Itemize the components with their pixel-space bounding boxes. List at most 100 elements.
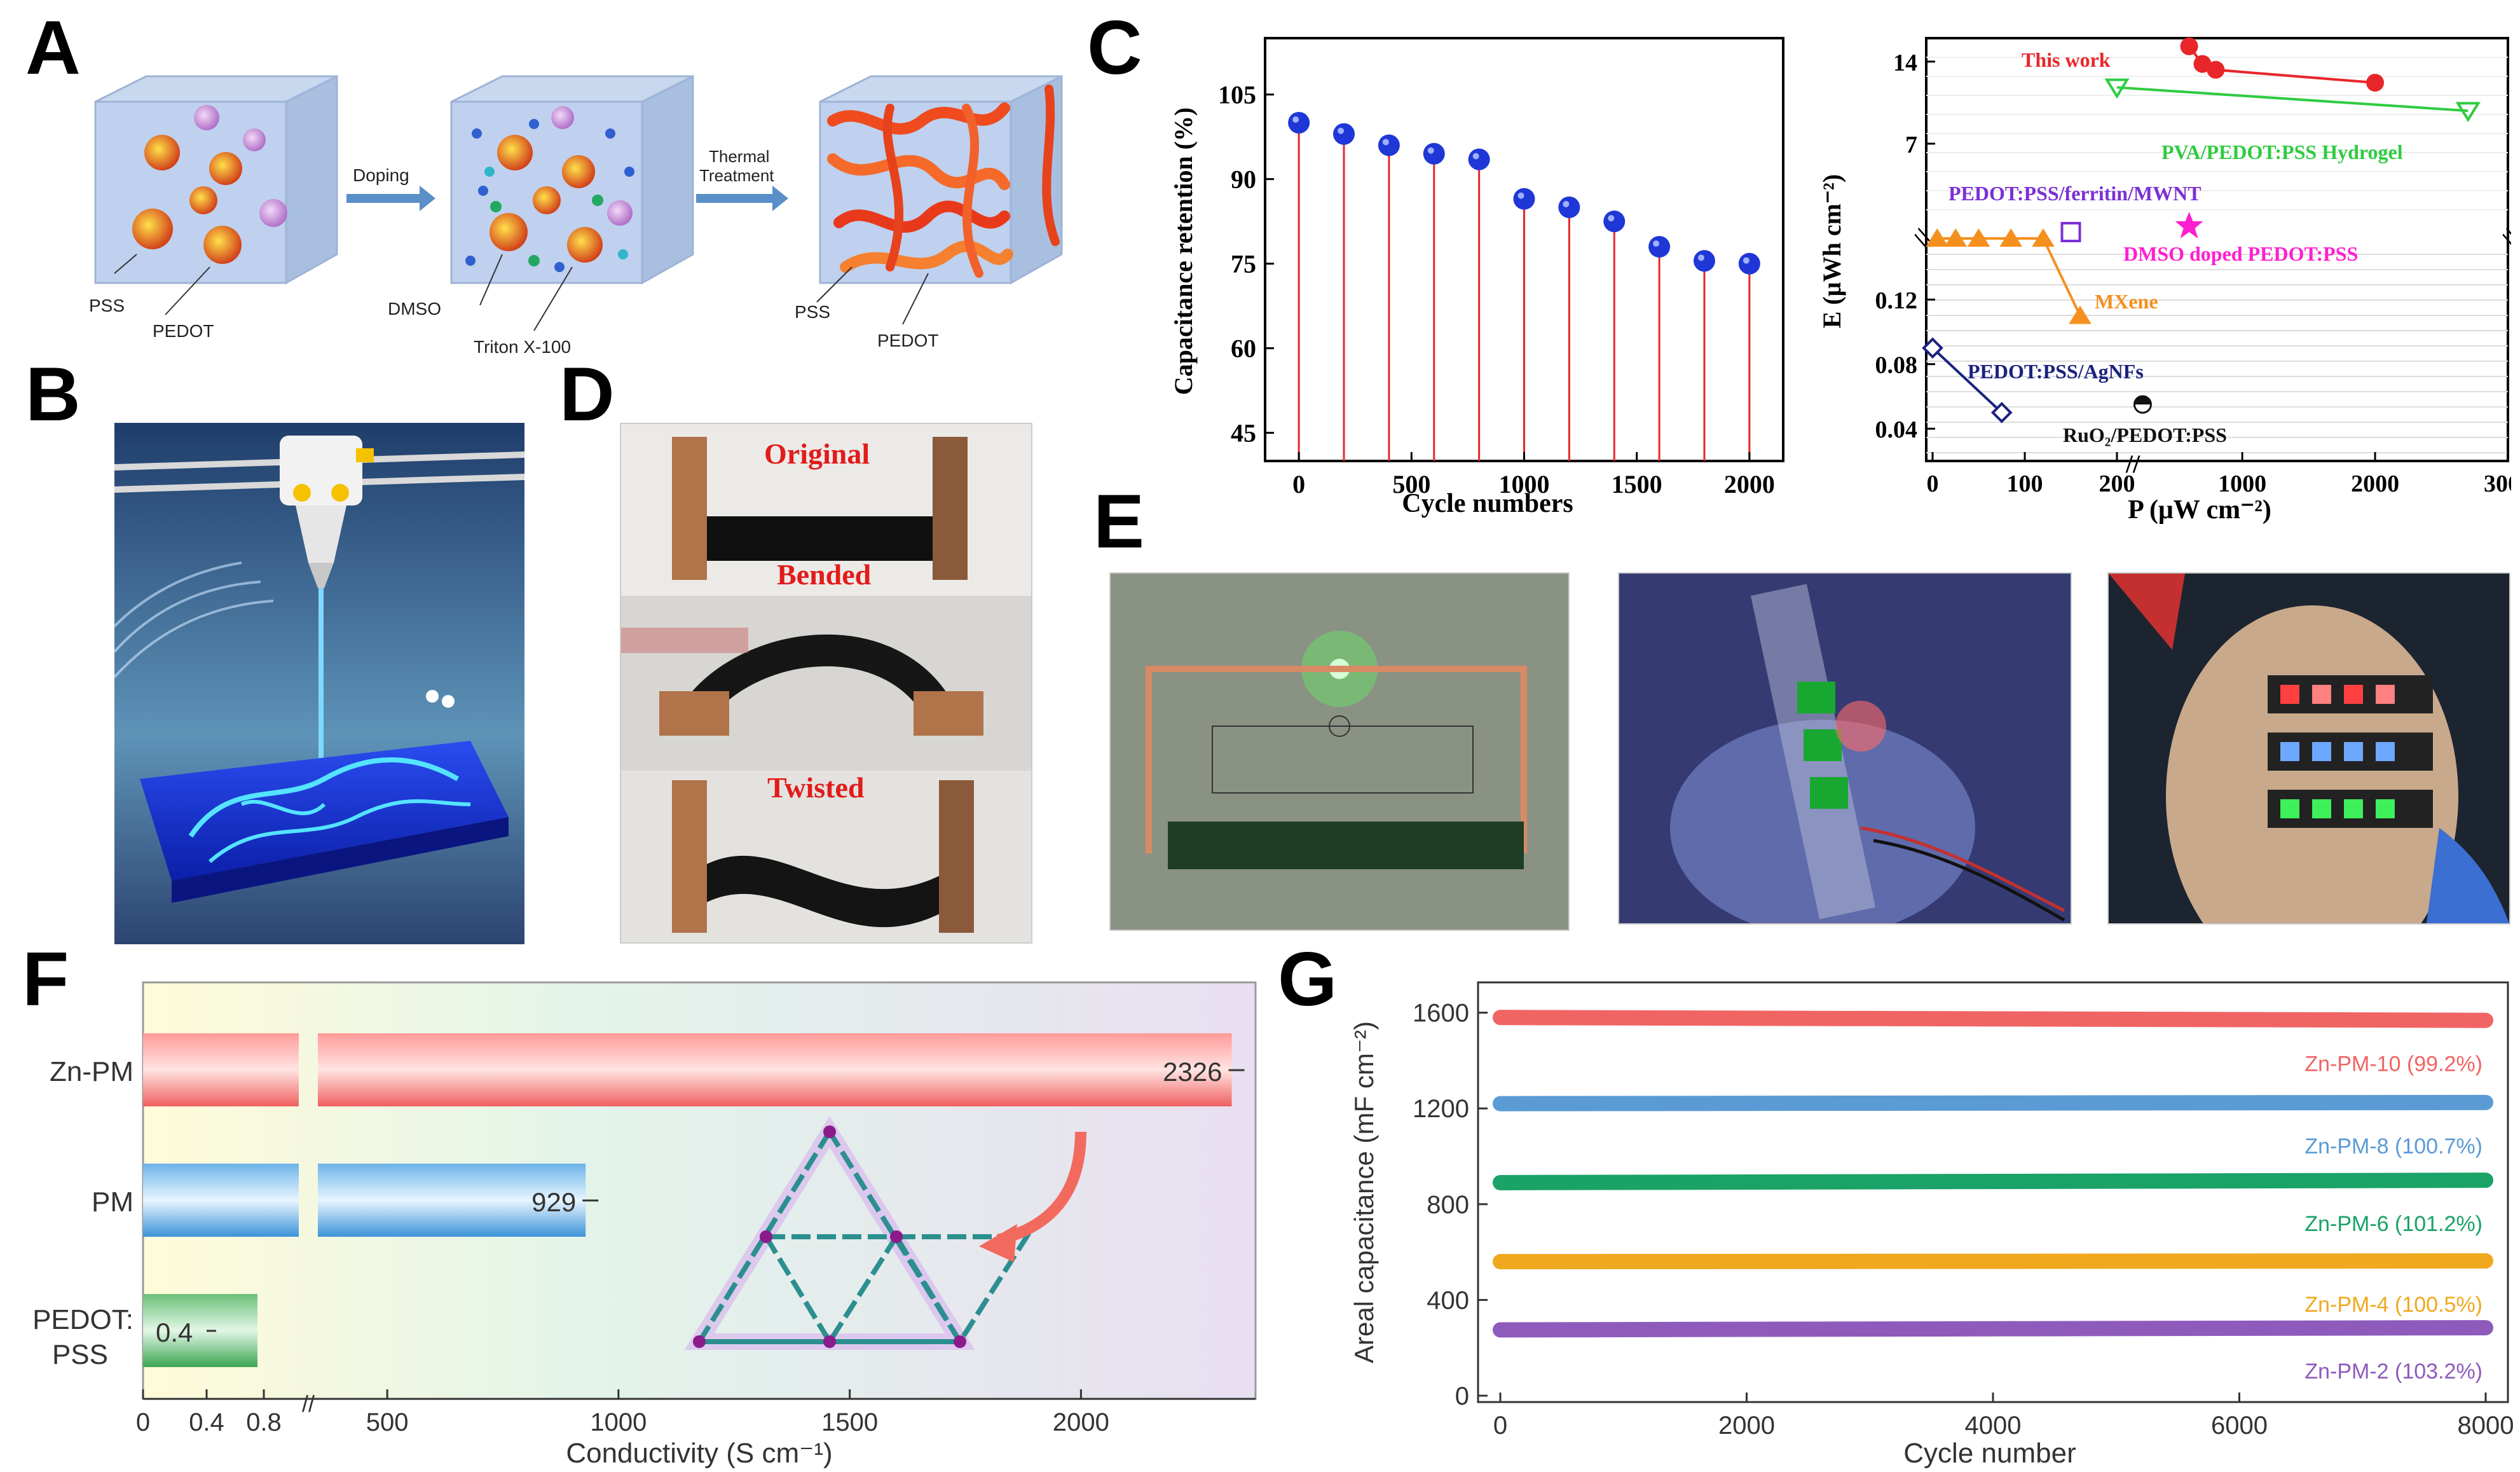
f-network-illustration bbox=[684, 1116, 1086, 1350]
c-left-xtick-label: 1500 bbox=[1612, 470, 1662, 499]
svg-text:Thermal: Thermal bbox=[709, 147, 769, 166]
c-right-ylabel: E (μWh cm⁻²) bbox=[1818, 174, 1846, 328]
g-series-band bbox=[1493, 1094, 2493, 1111]
c-right-legend-label: PEDOT:PSS/AgNFs bbox=[1968, 360, 2144, 383]
g-series-endpoint bbox=[2479, 1173, 2493, 1187]
c-right-xtick-label: 0 bbox=[1927, 471, 1939, 497]
c-left-point bbox=[1378, 134, 1400, 156]
c-left-point bbox=[1693, 250, 1715, 272]
c-left-point-highlight bbox=[1517, 192, 1524, 199]
c-right-point bbox=[2366, 74, 2385, 92]
c-left-point bbox=[1558, 196, 1580, 218]
c-left-marks bbox=[1288, 112, 1760, 461]
c-left-xtick-label: 0 bbox=[1292, 470, 1305, 499]
c-left-point-highlight bbox=[1338, 127, 1345, 134]
c-left-xtick-label: 1000 bbox=[1499, 470, 1550, 499]
thermal-arrow: Thermal Treatment bbox=[696, 147, 788, 211]
panel-letter-d: D bbox=[559, 352, 615, 437]
c-right-xlabel: P (μW cm⁻²) bbox=[2128, 495, 2271, 525]
f-category-label: PSS bbox=[52, 1339, 108, 1370]
c-left-point-highlight bbox=[1743, 257, 1750, 264]
label-pedot-1: PEDOT bbox=[153, 321, 214, 341]
c-left-xtick-label: 2000 bbox=[1724, 470, 1775, 499]
f-xtick-label: 0.8 bbox=[246, 1408, 282, 1436]
g-series-endpoint bbox=[2479, 1096, 2493, 1110]
c-right-legend-label: MXene bbox=[2095, 290, 2158, 313]
c-right-marks: 0100200100020003000//////7140.040.080.12… bbox=[1875, 37, 2511, 497]
c-left-ticks: 0 500 1000 1500 2000 45 60 75 90 105 bbox=[1218, 81, 1775, 499]
c-right-point bbox=[1926, 228, 1949, 247]
label-twisted: Twisted bbox=[767, 771, 865, 804]
c-right-xbreak: // bbox=[2125, 450, 2140, 478]
c-left-ytick-label: 105 bbox=[1218, 81, 1256, 109]
cube-treated bbox=[819, 74, 1063, 285]
panel-e-photo-hand bbox=[1618, 572, 2072, 925]
panel-a-schematic: PSS PEDOT Doping DMSO Triton X-100 Therm… bbox=[89, 74, 1063, 357]
c-right-series-line bbox=[1937, 237, 2081, 317]
panel-e-photo-wrist bbox=[2107, 572, 2510, 925]
panel-g-chart: 0 2000 4000 6000 8000 0 400 800 1200 1600 Zn-PM-10… bbox=[1349, 981, 2514, 1469]
g-series-band bbox=[1493, 1320, 2493, 1338]
c-right-legend-label: DMSO doped PEDOT:PSS bbox=[2123, 242, 2358, 265]
c-left-xlabel: Cycle numbers bbox=[1402, 489, 1573, 518]
c-right-point bbox=[2104, 78, 2130, 99]
c-right-ytick-label: 0.12 bbox=[1875, 287, 1918, 314]
c-left-ytick-label: 60 bbox=[1231, 334, 1256, 363]
c-left-point-highlight bbox=[1697, 254, 1704, 261]
f-value-label: 2326 bbox=[1163, 1057, 1222, 1087]
f-xtick-label: 1500 bbox=[821, 1408, 878, 1436]
g-xlabel: Cycle number bbox=[1903, 1438, 2076, 1469]
g-series-endpoint bbox=[2479, 1321, 2493, 1335]
g-xtick-label: 2000 bbox=[1718, 1412, 1775, 1440]
g-ytick-label: 1600 bbox=[1413, 1000, 1469, 1028]
c-right-point bbox=[2207, 60, 2225, 79]
f-bar-pm-left bbox=[143, 1164, 299, 1237]
f-bar-pedot-pss bbox=[143, 1294, 257, 1367]
label-dmso: DMSO bbox=[388, 299, 441, 319]
c-left-point bbox=[1288, 112, 1310, 134]
c-right-legend-label: PEDOT:PSS/ferritin/MWNT bbox=[1948, 182, 2202, 205]
c-right-point bbox=[1967, 228, 1990, 247]
c-right-point bbox=[1922, 337, 1943, 359]
c-left-point-highlight bbox=[1382, 139, 1389, 146]
f-xtick-label: 2000 bbox=[1053, 1408, 1109, 1436]
cube-pristine bbox=[94, 74, 338, 285]
panel-letter-f: F bbox=[22, 937, 69, 1022]
panel-d-photos: Original Bended Twisted bbox=[620, 423, 1032, 944]
panel-e-photo-circuit bbox=[1109, 572, 1570, 931]
c-right-point bbox=[2180, 37, 2198, 55]
svg-text:Treatment: Treatment bbox=[699, 166, 774, 185]
c-left-point-highlight bbox=[1653, 240, 1660, 247]
g-xtick-label: 8000 bbox=[2458, 1412, 2514, 1440]
c-right-point bbox=[1944, 228, 1968, 247]
c-right-point-half bbox=[2134, 396, 2151, 405]
panel-f-chart: 2326 929 0.4 Zn-PM PM PEDOT: PSS 0 0.4 0.8 500 1000… bbox=[32, 981, 1257, 1469]
c-right-point bbox=[2069, 305, 2092, 324]
g-ytick-label: 800 bbox=[1427, 1191, 1469, 1219]
f-xtick-label: 0.4 bbox=[189, 1408, 224, 1436]
c-left-point-highlight bbox=[1472, 153, 1479, 160]
g-ytick-label: 1200 bbox=[1413, 1095, 1469, 1123]
c-right-legend-label: RuO₂/PEDOT:PSS bbox=[2063, 423, 2227, 446]
c-right-xtick-label: 1000 bbox=[2218, 471, 2266, 497]
label-triton: Triton X-100 bbox=[474, 337, 571, 357]
f-bar-zn-pm-right bbox=[318, 1033, 1232, 1106]
c-right-point bbox=[2060, 222, 2081, 242]
g-ytick-label: 400 bbox=[1427, 1286, 1469, 1314]
c-right-ytick-label: 0.08 bbox=[1875, 352, 1918, 379]
c-right-ytick-label: 14 bbox=[1893, 50, 1917, 76]
c-right-point bbox=[2175, 212, 2203, 238]
g-series-endpoint bbox=[2479, 1254, 2493, 1268]
doping-arrow: Doping bbox=[346, 165, 435, 211]
g-ytick-label: 0 bbox=[1455, 1382, 1469, 1410]
panel-b-illustration bbox=[114, 423, 524, 944]
g-xtick-label: 0 bbox=[1493, 1412, 1507, 1440]
g-marks: 0 2000 4000 6000 8000 0 400 800 1200 1600 Zn-PM-10… bbox=[1413, 1000, 2514, 1440]
panel-letter-c: C bbox=[1087, 5, 1142, 90]
g-series-label: Zn-PM-2 (103.2%) bbox=[2304, 1359, 2482, 1384]
cube-doped bbox=[450, 74, 694, 285]
c-right-ytick-label: 7 bbox=[1905, 132, 1917, 158]
f-xtick-label: 0 bbox=[136, 1408, 150, 1436]
c-left-point-highlight bbox=[1427, 147, 1434, 154]
